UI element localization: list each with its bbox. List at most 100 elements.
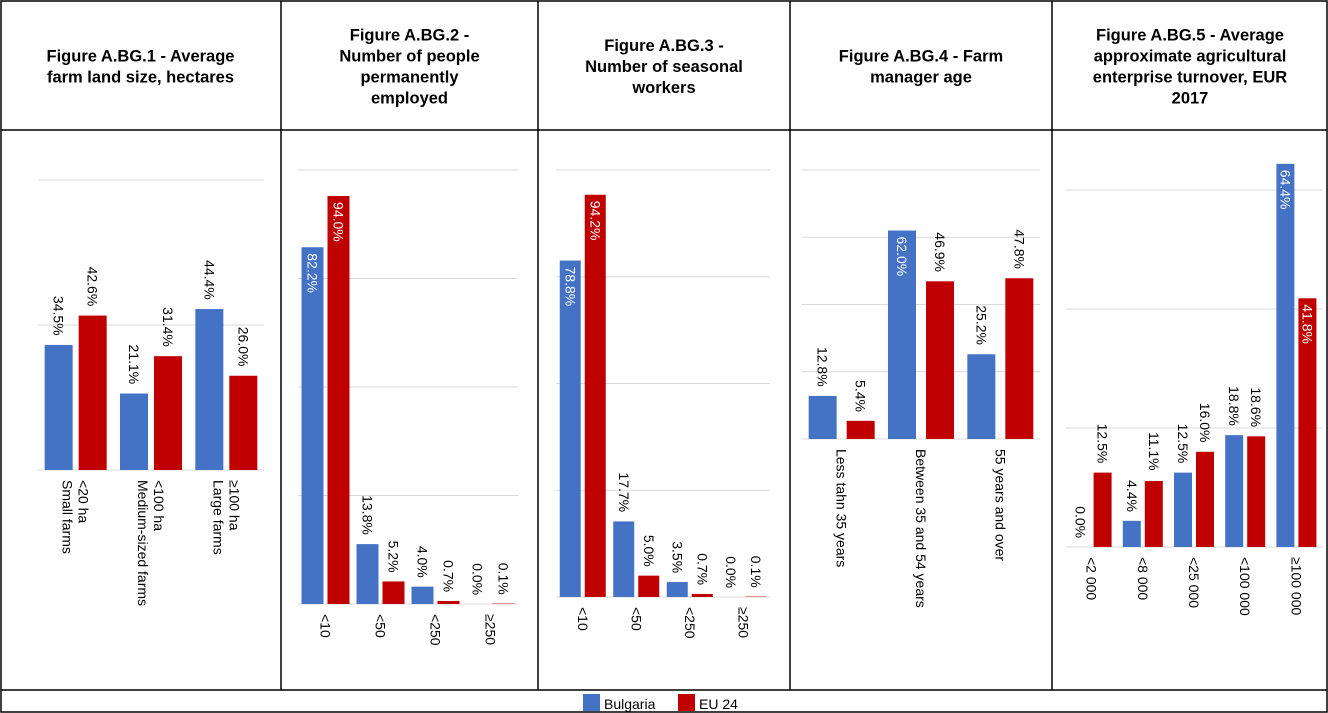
bar-bulgaria-1 xyxy=(559,260,581,597)
value-label: 21.1% xyxy=(126,345,142,385)
bar-bulgaria-1 xyxy=(808,395,837,439)
bar-bulgaria-3 xyxy=(967,354,996,439)
bar-bulgaria-5 xyxy=(1276,163,1295,547)
chart-1: 34.5% 42.6% Small farms <20 ha 21.1% 31.4% Med… xyxy=(38,179,264,606)
category-label: <8 000 xyxy=(1135,557,1151,600)
bar-eu-24-2 xyxy=(638,575,660,597)
value-label: 0.0% xyxy=(1073,506,1089,538)
value-label: 18.8% xyxy=(1226,386,1242,426)
value-label: 12.5% xyxy=(1095,424,1111,464)
charts: 34.5% 42.6% Small farms <20 ha 21.1% 31.4% Med… xyxy=(38,163,1322,646)
bar-eu-24-3 xyxy=(1005,278,1034,439)
category-label: <250 xyxy=(428,614,444,646)
bar-eu-24-2 xyxy=(154,356,182,470)
bar-eu-24-2 xyxy=(926,281,954,439)
value-label: 12.5% xyxy=(1175,424,1191,464)
legend-swatch-1 xyxy=(583,694,600,711)
value-label: 46.9% xyxy=(932,232,948,272)
value-label: 42.6% xyxy=(85,267,101,307)
category-label: <100 000 xyxy=(1237,557,1253,616)
value-label: 44.4% xyxy=(201,260,217,300)
bar-bulgaria-3 xyxy=(666,582,688,597)
bar-eu-24-1 xyxy=(846,420,875,439)
bar-bulgaria-3 xyxy=(195,309,224,470)
chart-title-4: Figure A.BG.4 - Farm manager age xyxy=(839,48,1003,87)
bar-bulgaria-2 xyxy=(1122,520,1141,547)
value-label: 25.2% xyxy=(973,305,989,345)
bar-eu-24-4 xyxy=(1247,436,1266,547)
bar-eu-24-1 xyxy=(78,315,107,470)
value-label: 62.0% xyxy=(894,237,910,277)
legend-swatch-2 xyxy=(678,694,695,711)
bar-eu-24-2 xyxy=(1144,480,1163,547)
chart-title-1: Figure A.BG.1 - Average farm land size, h… xyxy=(47,48,235,87)
value-label: 41.8% xyxy=(1299,304,1315,344)
value-label: 18.6% xyxy=(1248,387,1264,427)
value-label: 94.2% xyxy=(587,201,603,241)
value-label: 3.5% xyxy=(669,541,685,573)
chart-title-2: Figure A.BG.2 -Number of people permanent… xyxy=(339,27,479,108)
value-label: 0.7% xyxy=(441,560,457,592)
category-label: <25 000 xyxy=(1186,557,1202,608)
bar-eu-24-3 xyxy=(437,600,460,604)
bar-eu-24-3 xyxy=(229,375,258,470)
bar-bulgaria-4 xyxy=(1225,435,1244,547)
legend-label-2: EU 24 xyxy=(699,696,738,712)
bar-eu-24-1 xyxy=(1093,472,1112,547)
bar-bulgaria-1 xyxy=(44,344,73,470)
category-label: <100 ha xyxy=(151,480,167,531)
bar-bulgaria-3 xyxy=(411,586,434,604)
chart-titles: Figure A.BG.1 - Average farm land size, h… xyxy=(47,27,1288,108)
value-label: 4.4% xyxy=(1124,480,1140,512)
chart-5: 0.0% 12.5% <2 000 4.4% 11.1% <8 000 12.5% 16.0%… xyxy=(1066,163,1322,616)
category-label: <50 xyxy=(628,607,644,631)
bar-eu-24-5 xyxy=(1298,298,1317,547)
value-label: 0.0% xyxy=(470,563,486,595)
category-label: ≥250 xyxy=(483,614,499,645)
value-label: 5.4% xyxy=(853,380,869,412)
category-label: <250 xyxy=(682,607,698,639)
category-label: <20 ha xyxy=(76,480,92,523)
value-label: 16.0% xyxy=(1197,403,1213,443)
bar-bulgaria-2 xyxy=(120,393,148,470)
category-label: 55 years and over xyxy=(992,449,1008,561)
category-label: <10 xyxy=(318,614,334,638)
category-label: ≥100 ha xyxy=(226,480,242,531)
value-label: 4.0% xyxy=(415,546,431,578)
value-label: 47.8% xyxy=(1011,229,1027,269)
value-label: 31.4% xyxy=(160,307,176,347)
value-label: 94.0% xyxy=(331,202,347,242)
value-label: 82.2% xyxy=(305,253,321,293)
chart-title-3: Figure A.BG.3 -Number of seasonal workers xyxy=(585,37,743,97)
value-label: 17.7% xyxy=(616,472,632,512)
chart-title-5: Figure A.BG.5 - Average approximate agric… xyxy=(1093,27,1287,108)
value-label: 64.4% xyxy=(1277,170,1293,210)
value-label: 13.8% xyxy=(360,495,376,535)
value-label: 26.0% xyxy=(235,327,251,367)
value-label: 5.0% xyxy=(641,535,657,567)
bar-eu-24-3 xyxy=(691,594,713,597)
value-label: 34.5% xyxy=(51,296,67,336)
category-label: ≥250 xyxy=(735,607,751,638)
bar-bulgaria-2 xyxy=(356,544,379,604)
category-label: Large farms xyxy=(210,480,226,555)
category-label: ≥100 000 xyxy=(1288,557,1304,616)
value-label: 5.2% xyxy=(386,541,402,573)
value-label: 78.8% xyxy=(562,267,578,307)
legend: Bulgaria EU 24 xyxy=(583,694,738,712)
category-label: Small farms xyxy=(60,480,76,554)
bar-eu-24-2 xyxy=(382,581,405,604)
chart-2: 82.2% 94.0% <10 13.8% 5.2% <50 4.0% 0.7% <250 0.0… xyxy=(298,169,518,646)
legend-label-1: Bulgaria xyxy=(604,696,656,712)
value-label: 11.1% xyxy=(1146,432,1162,471)
bar-bulgaria-1 xyxy=(301,247,324,604)
bar-bulgaria-2 xyxy=(888,230,916,439)
category-label: <50 xyxy=(373,614,389,638)
category-label: <10 xyxy=(575,607,591,631)
category-label: Less tahn 35 years xyxy=(834,449,850,567)
value-label: 0.1% xyxy=(748,556,764,588)
category-label: Medium-sized farms xyxy=(135,480,151,606)
bar-bulgaria-2 xyxy=(613,521,635,597)
